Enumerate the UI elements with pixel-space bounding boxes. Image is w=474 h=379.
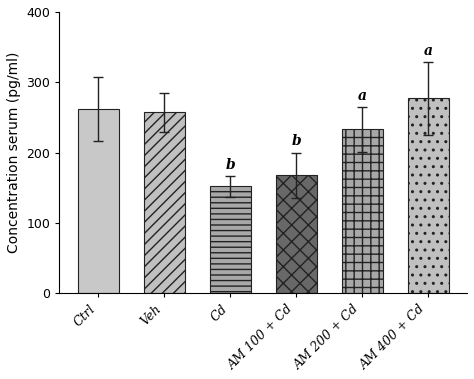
Text: a: a (358, 89, 367, 103)
Text: b: b (225, 158, 235, 172)
Bar (408, 99, 448, 293)
Bar (144, 113, 185, 293)
Text: a: a (424, 44, 433, 58)
Bar (78, 109, 119, 293)
Text: b: b (292, 134, 301, 148)
Bar (210, 186, 251, 293)
Bar (276, 175, 317, 293)
Y-axis label: Concentration serum (pg/ml): Concentration serum (pg/ml) (7, 52, 21, 253)
Bar (342, 129, 383, 293)
